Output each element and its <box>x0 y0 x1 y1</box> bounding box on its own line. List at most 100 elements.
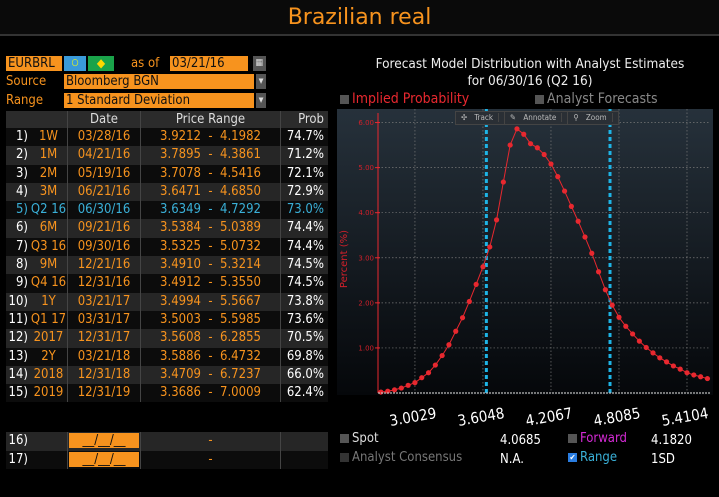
row-tenor: 2018 <box>30 365 68 385</box>
row-prob: 74.4% <box>286 238 324 254</box>
table-row[interactable]: 9) Q4 16 12/31/16 3.4912 - 5.3550 74.5% <box>6 274 328 293</box>
row-price-range: 3.4709 - 6.7237 <box>141 365 281 385</box>
y-tick-label: 2.00 <box>358 299 374 307</box>
annotate-button[interactable]: ✎ Annotate <box>505 112 569 124</box>
table-row[interactable]: 6) 6M 09/21/16 3.5384 - 5.0389 74.4% <box>6 219 328 238</box>
data-point <box>385 388 391 394</box>
row-tenor <box>30 432 68 451</box>
row-number: 15) <box>8 385 28 401</box>
table-row[interactable]: 12) 2017 12/31/17 3.5608 - 6.2855 70.5% <box>6 329 328 348</box>
row-price-range: 3.7895 - 4.3861 <box>141 146 281 165</box>
row-price-range: 3.5003 - 5.5985 <box>141 310 281 330</box>
table-row[interactable]: 5) Q2 16 06/30/16 3.6349 - 4.7292 73.0% <box>6 201 328 220</box>
checkbox-icon[interactable] <box>340 434 349 443</box>
implied-probability-toggle[interactable]: Implied Probability <box>340 91 469 107</box>
custom-row: 16) __/__/__ - <box>6 432 328 451</box>
chevron-down-icon[interactable]: ▼ <box>256 74 266 89</box>
y-tick-label: 4.00 <box>358 209 374 217</box>
forward-toggle[interactable]: Forward <box>568 431 627 446</box>
table-row[interactable]: 7) Q3 16 09/30/16 3.5325 - 5.0732 74.4% <box>6 237 328 257</box>
chevron-down-icon[interactable]: ▼ <box>256 93 266 108</box>
data-point <box>616 314 622 320</box>
table-row[interactable]: 8) 9M 12/21/16 3.4910 - 5.3214 74.5% <box>6 256 328 275</box>
checkbox-icon[interactable] <box>340 453 349 462</box>
data-point <box>677 366 683 372</box>
data-point <box>480 264 486 270</box>
spot-value: 4.0685 <box>500 433 541 448</box>
row-price-range: 3.3686 - 7.0009 <box>141 384 281 403</box>
range-toggle[interactable]: ✔ Range <box>568 450 617 465</box>
row-tenor: 1Y <box>30 292 68 311</box>
row-date: __/__/__ <box>68 432 141 451</box>
spot-toggle[interactable]: Spot <box>340 431 379 446</box>
analyst-consensus-label: Analyst Consensus <box>352 450 463 465</box>
page-title: Brazilian real <box>287 5 432 30</box>
row-date: 12/31/19 <box>68 384 141 403</box>
row-prob: 72.1% <box>286 165 324 181</box>
table-row[interactable]: 2) 1M 04/21/16 3.7895 - 4.3861 71.2% <box>6 146 328 165</box>
data-point <box>391 387 398 393</box>
checkbox-icon[interactable] <box>340 94 349 104</box>
data-point <box>568 203 574 209</box>
row-date: 03/31/17 <box>68 310 141 330</box>
data-point <box>419 375 425 381</box>
data-point <box>629 331 636 337</box>
y-axis-label: Percent (%) <box>339 230 350 288</box>
source-label: Source <box>6 74 47 89</box>
data-point <box>473 281 479 287</box>
row-price-range: 3.9212 - 4.1982 <box>141 128 281 147</box>
data-point <box>555 174 561 180</box>
row-prob: 69.8% <box>286 348 324 364</box>
analyst-consensus-toggle[interactable]: Analyst Consensus <box>340 450 462 465</box>
table-row[interactable]: 3) 2M 05/19/16 3.7078 - 4.5416 72.1% <box>6 164 328 183</box>
row-number: 17) <box>8 451 28 467</box>
distribution-chart: 1.00 2.00 3.00 4.00 5.00 6.00 3.0029 3.6048 4.20… <box>337 109 713 430</box>
eu-flag-icon: ○ <box>64 56 86 71</box>
checkbox-checked-icon[interactable]: ✔ <box>568 453 577 462</box>
chart-toolbar: ✣ Track ✎ Annotate ⚲ Zoom <box>455 111 619 125</box>
y-tick-label: 3.00 <box>358 254 374 262</box>
row-number: 2) <box>15 147 28 163</box>
data-point <box>541 151 547 158</box>
track-button[interactable]: ✣ Track <box>456 112 506 124</box>
source-dropdown[interactable]: Bloomberg BGN <box>64 74 254 89</box>
row-price-range: 3.4994 - 5.5667 <box>141 292 281 311</box>
ticker-field[interactable]: EURBRL <box>6 56 62 71</box>
table-row[interactable]: 4) 3M 06/21/16 3.6471 - 4.6850 72.9% <box>6 182 328 202</box>
row-price-range: 3.5325 - 5.0732 <box>141 237 281 257</box>
row-prob: 62.4% <box>286 385 324 401</box>
analyst-forecasts-label: Analyst Forecasts <box>547 91 658 107</box>
custom-date-input[interactable]: __/__/__ <box>69 451 139 467</box>
data-point <box>589 250 595 256</box>
table-row[interactable]: 15) 2019 12/31/19 3.3686 - 7.0009 62.4% <box>6 384 328 403</box>
row-date: 12/21/16 <box>68 256 141 275</box>
data-point <box>561 188 568 194</box>
chart-title-line1: Forecast Model Distribution with Analyst… <box>375 56 685 72</box>
row-prob <box>281 432 328 450</box>
custom-date-input[interactable]: __/__/__ <box>69 433 139 449</box>
table-row[interactable]: 1) 1W 03/28/16 3.9212 - 4.1982 74.7% <box>6 128 328 147</box>
calendar-icon[interactable]: ▦ <box>253 56 266 71</box>
x-tick-label: 5.4104 <box>660 404 710 430</box>
data-point <box>684 370 690 376</box>
row-number: 16) <box>8 433 28 449</box>
data-point <box>609 302 615 308</box>
table-row[interactable]: 10) 1Y 03/21/17 3.4994 - 5.5667 73.8% <box>6 292 328 311</box>
range-dropdown[interactable]: 1 Standard Deviation <box>64 93 254 108</box>
table-row[interactable]: 11) Q1 17 03/31/17 3.5003 - 5.5985 73.6% <box>6 310 328 330</box>
row-prob: 72.9% <box>286 183 324 199</box>
checkbox-icon[interactable] <box>535 94 544 104</box>
row-tenor: 6M <box>30 219 68 238</box>
row-tenor: 2Y <box>30 347 68 366</box>
zoom-button[interactable]: ⚲ Zoom <box>568 112 617 124</box>
header-prob: Prob <box>298 112 324 127</box>
as-of-date-field[interactable]: 03/21/16 <box>170 56 248 71</box>
analyst-forecasts-toggle[interactable]: Analyst Forecasts <box>535 91 658 107</box>
annotate-label: Annotate <box>518 113 563 122</box>
table-row[interactable]: 14) 2018 12/31/18 3.4709 - 6.7237 66.0% <box>6 365 328 385</box>
table-row[interactable]: 13) 2Y 03/21/18 3.5886 - 6.4732 69.8% <box>6 347 328 366</box>
row-date: 03/21/17 <box>68 292 141 311</box>
checkbox-icon[interactable] <box>568 434 577 443</box>
row-tenor: 9M <box>30 256 68 275</box>
as-of-label: as of <box>131 56 160 71</box>
